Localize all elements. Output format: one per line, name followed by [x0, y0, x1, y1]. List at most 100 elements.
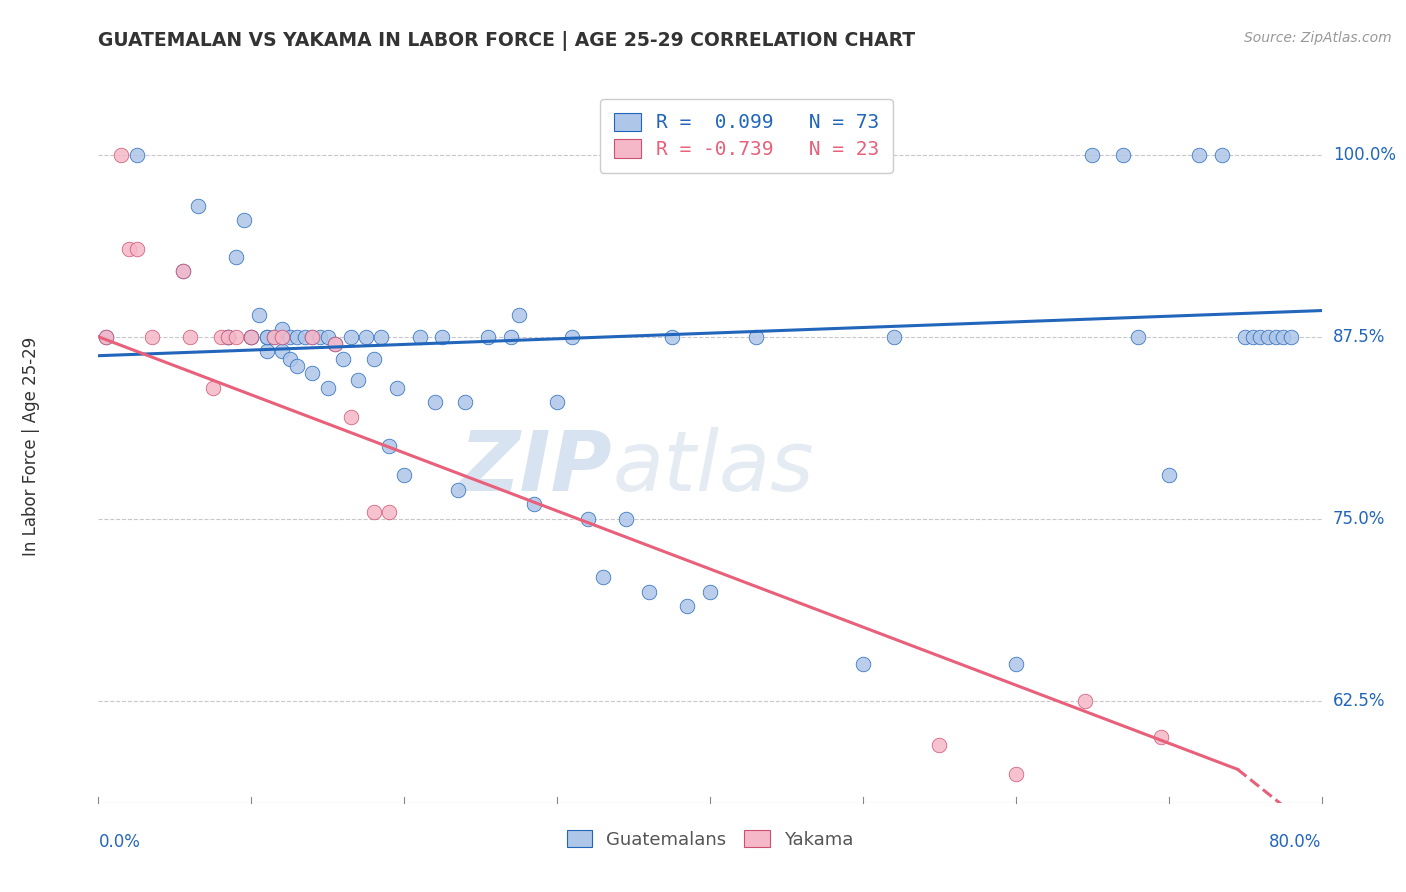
Point [385, 381, 408, 395]
Point [1157, 468, 1180, 483]
Point [94, 330, 117, 344]
Point [501, 330, 523, 344]
Point [217, 330, 239, 344]
Point [240, 330, 263, 344]
Point [247, 308, 270, 322]
Point [676, 599, 699, 614]
Point [378, 439, 401, 453]
Text: 75.0%: 75.0% [1333, 510, 1385, 528]
Text: In Labor Force | Age 25-29: In Labor Force | Age 25-29 [22, 336, 41, 556]
Point [928, 738, 950, 752]
Point [256, 344, 278, 359]
Text: GUATEMALAN VS YAKAMA IN LABOR FORCE | AGE 25-29 CORRELATION CHART: GUATEMALAN VS YAKAMA IN LABOR FORCE | AG… [98, 31, 915, 51]
Point [1081, 147, 1104, 161]
Point [508, 308, 530, 322]
Point [217, 330, 239, 344]
Point [125, 243, 148, 257]
Point [408, 330, 430, 344]
Point [294, 330, 316, 344]
Point [325, 337, 347, 351]
Point [309, 330, 332, 344]
Point [172, 264, 194, 278]
Point [661, 330, 683, 344]
Point [447, 483, 470, 497]
Point [1073, 694, 1095, 708]
Point [94, 330, 117, 344]
Point [110, 147, 132, 161]
Point [1264, 330, 1286, 344]
Point [561, 330, 583, 344]
Point [118, 243, 141, 257]
Point [316, 330, 339, 344]
Point [1112, 147, 1135, 161]
Point [332, 351, 354, 366]
Point [209, 330, 232, 344]
Point [217, 330, 239, 344]
Point [270, 330, 292, 344]
Point [1272, 330, 1295, 344]
Point [1128, 330, 1150, 344]
Point [1004, 657, 1026, 672]
Point [370, 330, 392, 344]
Point [852, 657, 875, 672]
Point [592, 570, 614, 584]
Point [172, 264, 194, 278]
Point [187, 199, 209, 213]
Point [883, 330, 905, 344]
Point [125, 147, 148, 161]
Point [325, 337, 347, 351]
Point [270, 344, 292, 359]
Point [1241, 330, 1264, 344]
Text: Source: ZipAtlas.com: Source: ZipAtlas.com [1244, 31, 1392, 45]
Point [637, 584, 661, 599]
Point [339, 409, 361, 424]
Point [477, 330, 499, 344]
Point [301, 366, 323, 380]
Text: 87.5%: 87.5% [1333, 327, 1385, 346]
Point [378, 504, 401, 518]
Point [1188, 147, 1211, 161]
Point [263, 330, 285, 344]
Point [347, 374, 370, 388]
Point [202, 381, 225, 395]
Point [256, 330, 278, 344]
Text: 0.0%: 0.0% [98, 833, 141, 851]
Point [179, 330, 201, 344]
Point [432, 330, 454, 344]
Point [745, 330, 768, 344]
Point [339, 330, 361, 344]
Legend: Guatemalans, Yakama: Guatemalans, Yakama [558, 822, 862, 858]
Point [363, 504, 385, 518]
Point [363, 351, 385, 366]
Text: atlas: atlas [612, 427, 814, 508]
Point [141, 330, 163, 344]
Point [1257, 330, 1279, 344]
Text: 100.0%: 100.0% [1333, 145, 1396, 164]
Point [225, 330, 247, 344]
Text: ZIP: ZIP [460, 427, 612, 508]
Point [225, 250, 247, 264]
Point [523, 497, 546, 511]
Point [614, 512, 637, 526]
Point [270, 322, 292, 336]
Point [278, 330, 301, 344]
Point [576, 512, 599, 526]
Point [270, 330, 292, 344]
Point [454, 395, 477, 409]
Point [278, 351, 301, 366]
Point [301, 330, 323, 344]
Point [546, 395, 568, 409]
Point [263, 330, 285, 344]
Point [240, 330, 263, 344]
Point [423, 395, 446, 409]
Point [316, 381, 339, 395]
Point [1004, 766, 1026, 780]
Point [240, 330, 263, 344]
Point [285, 359, 308, 373]
Point [1279, 330, 1302, 344]
Point [1234, 330, 1257, 344]
Point [354, 330, 377, 344]
Text: 62.5%: 62.5% [1333, 692, 1385, 710]
Point [699, 584, 721, 599]
Text: 80.0%: 80.0% [1270, 833, 1322, 851]
